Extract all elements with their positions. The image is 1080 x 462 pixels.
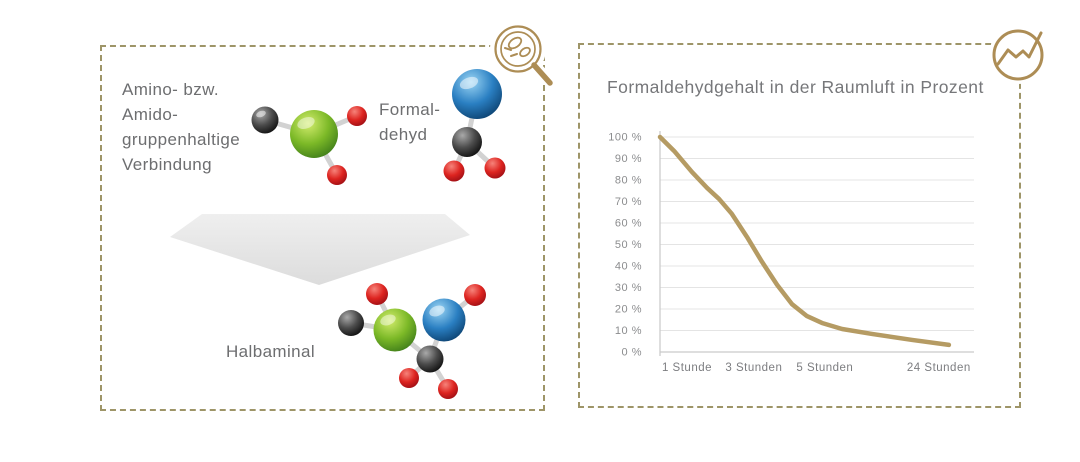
y-tick-label: 50 % [615,239,642,251]
reactant-label-line: Amido- [122,105,179,124]
atom-red [464,284,486,306]
line-chart: 100 % 90 % 80 % 70 % 60 % 50 % 40 % 30 % 20 % 10 … [608,131,974,374]
product-label: Halbaminal [226,342,316,361]
y-tick-label: 20 % [615,304,642,316]
chart-title: Formaldehydgehalt in der Raumluft in Pro… [607,77,984,97]
atom-black [416,345,444,373]
atom-red [443,160,465,182]
atom-blue [422,298,466,342]
y-tick-label: 100 % [608,132,642,144]
y-tick-label: 0 % [622,347,642,359]
atom-red [366,283,388,305]
formaldehyde-molecule [443,69,506,182]
formaldehyde-label: Formal- dehyd [379,97,440,147]
x-tick-label: 24 Stunden [907,362,971,374]
trend-chart-icon [989,26,1047,84]
atom-red [484,157,506,179]
data-line [657,134,952,348]
x-tick-label: 5 Stunden [796,362,853,374]
y-tick-label: 70 % [615,196,642,208]
atom-green [373,308,417,352]
atom-red [438,379,458,399]
reaction-graphics [170,69,506,399]
y-tick-label: 10 % [615,325,642,337]
y-tick-label: 60 % [615,218,642,230]
x-tick-label: 3 Stunden [725,362,782,374]
reactant-label-line: Verbindung [122,155,213,174]
halbaminal-molecule [338,283,486,399]
y-tick-label: 30 % [615,282,642,294]
reaction-arrow-down [170,214,470,285]
formaldehyde-label-line: dehyd [379,125,428,144]
atom-red [327,165,347,185]
x-tick-label: 1 Stunde [662,362,712,374]
reactant-molecule [251,106,367,185]
magnifier-molecules-icon [490,21,562,93]
atom-black [338,310,364,336]
reactant-label: Amino- bzw. Amido- gruppenhaltige Verbin… [122,77,240,177]
chart-panel: Formaldehydgehalt in der Raumluft in Pro… [578,43,1021,408]
atom-green [290,110,338,158]
y-tick-label: 80 % [615,175,642,187]
atom-red [399,368,419,388]
atom-red [347,106,367,126]
atom-black [251,106,279,134]
y-tick-label: 90 % [615,153,642,165]
reaction-panel: Amino- bzw. Amido- gruppenhaltige Verbin… [100,45,545,411]
reactant-label-line: Amino- bzw. [122,80,219,99]
formaldehyde-label-line: Formal- [379,100,441,119]
reactant-label-line: gruppenhaltige [122,130,241,149]
y-tick-label: 40 % [615,261,642,273]
atom-black [452,127,482,157]
